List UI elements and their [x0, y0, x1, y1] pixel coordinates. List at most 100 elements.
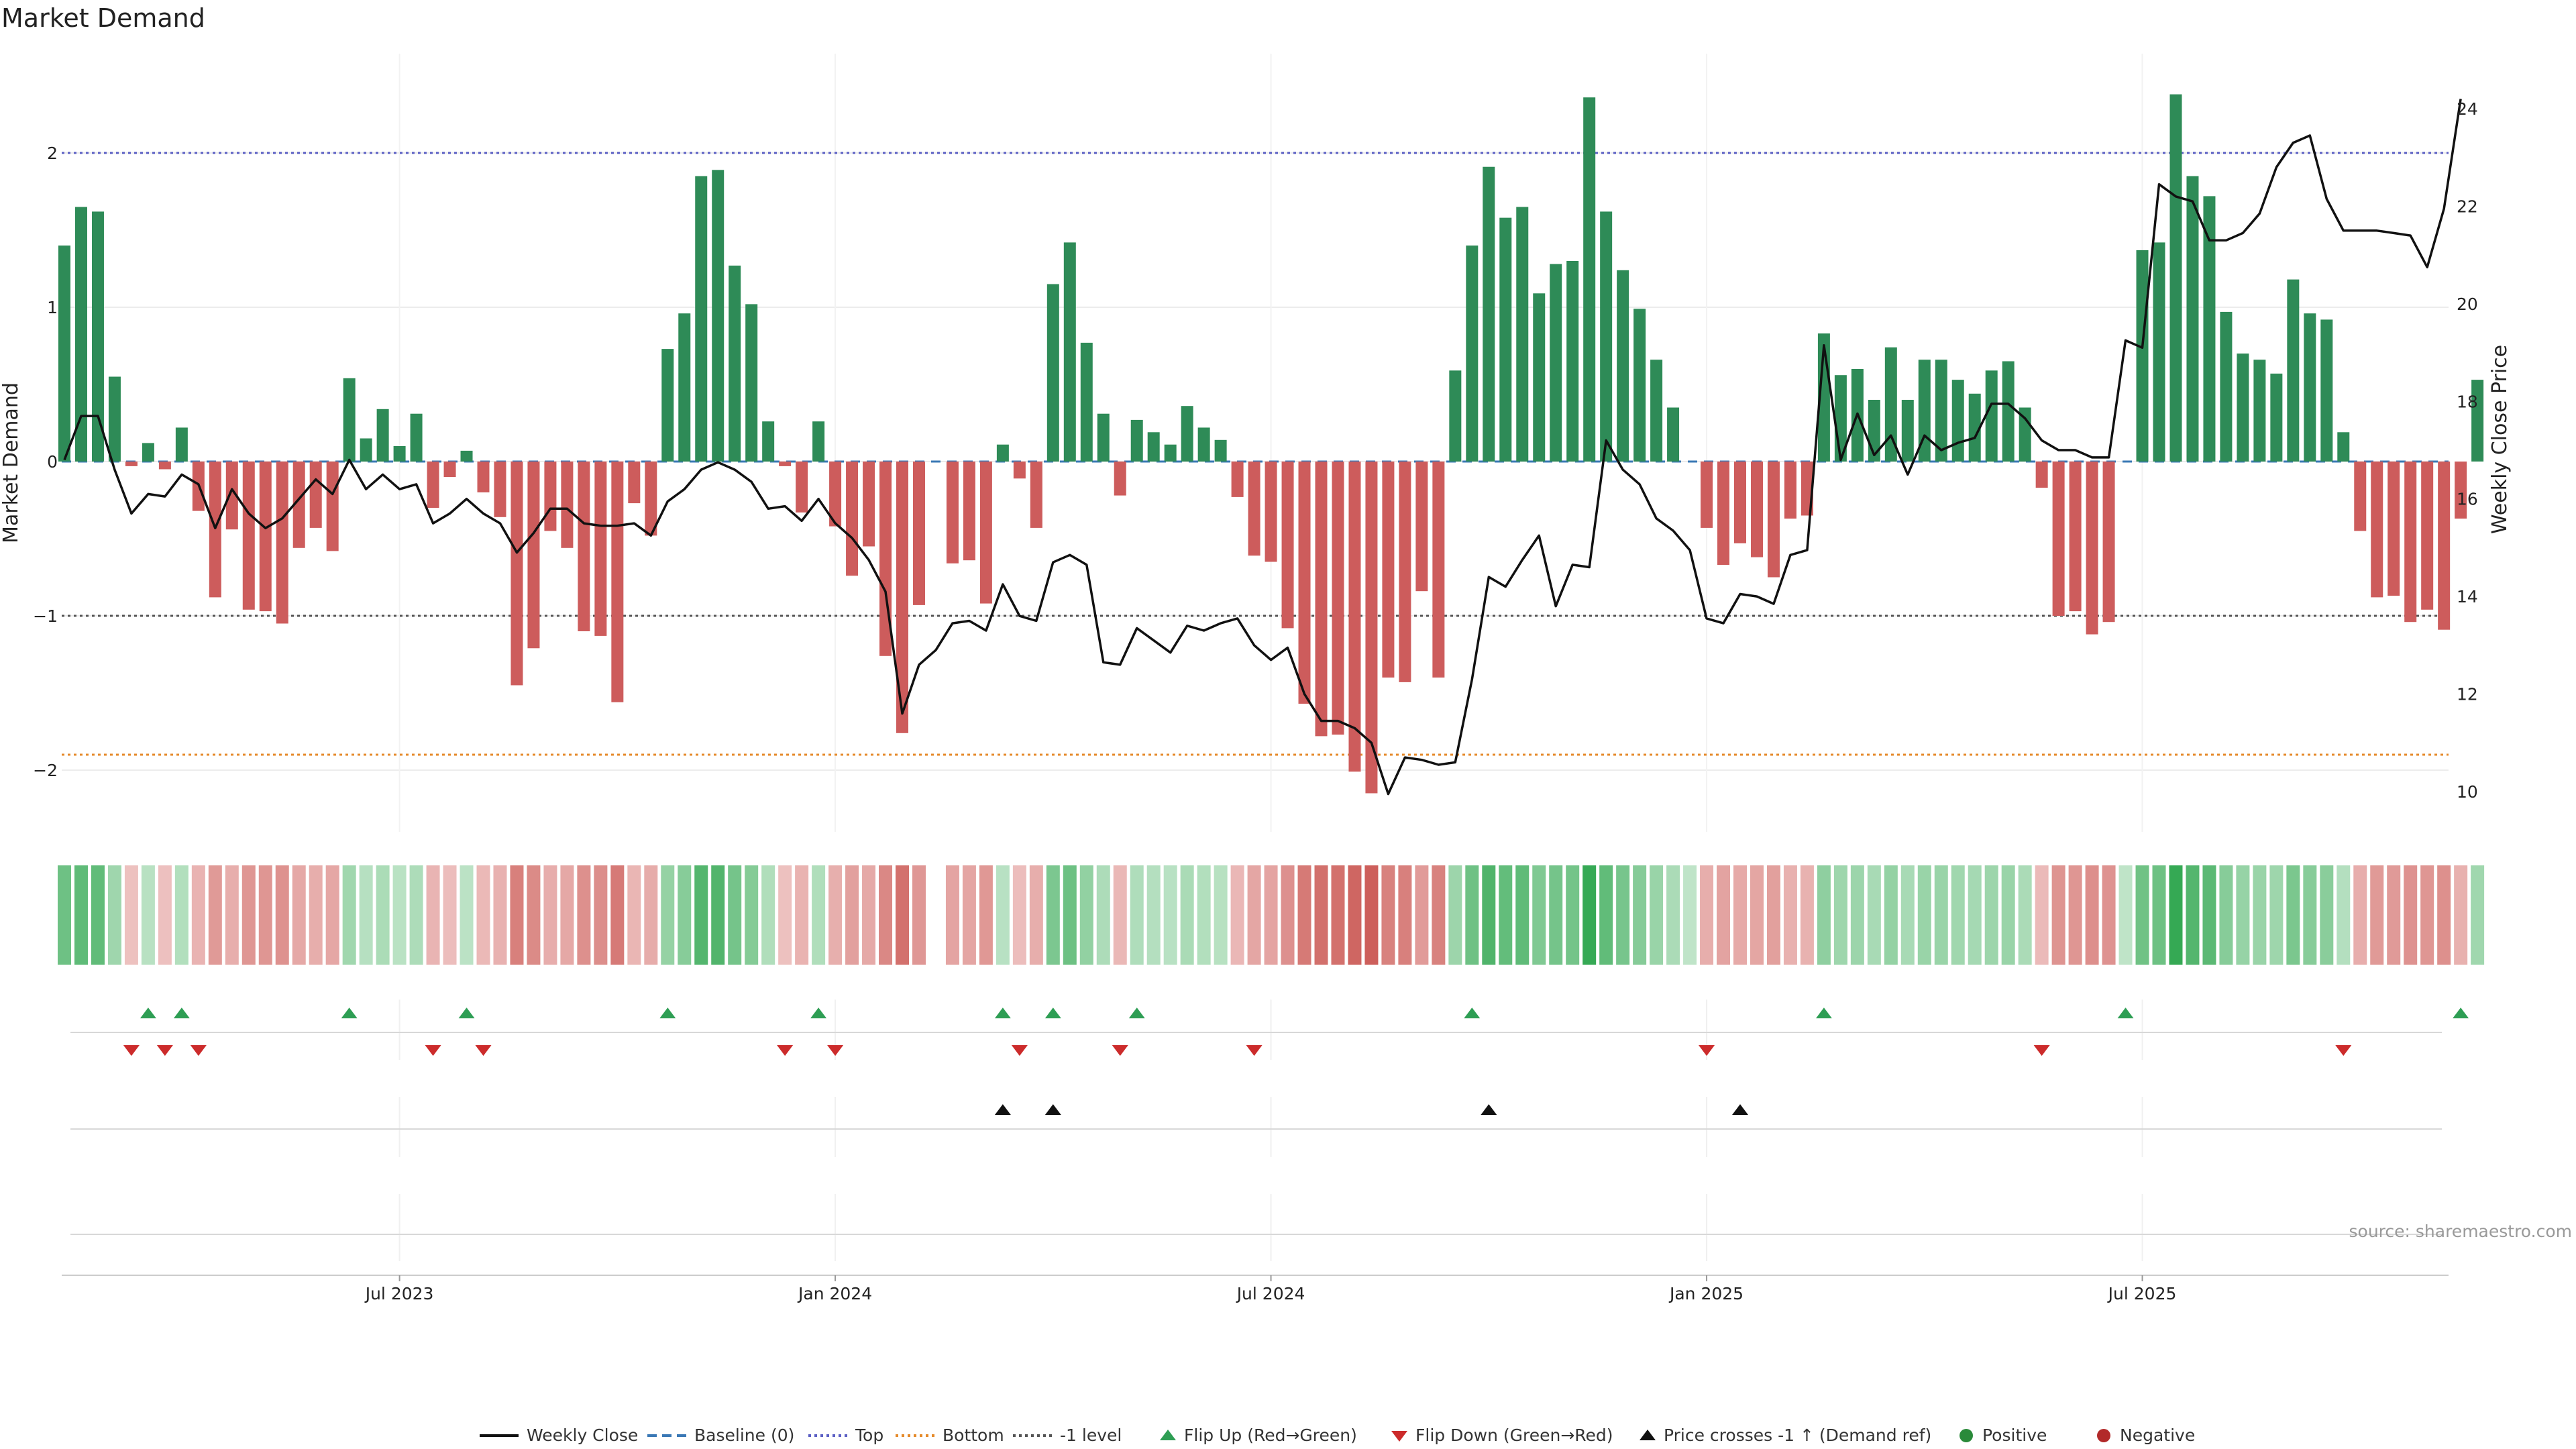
heat-cell: [711, 865, 725, 965]
demand-bar: [1298, 462, 1311, 704]
demand-bar: [443, 462, 456, 477]
heat-cell: [996, 865, 1010, 965]
legend-label: Top: [855, 1426, 883, 1445]
demand-bar: [1566, 261, 1579, 462]
heat-cell: [1616, 865, 1630, 965]
demand-bar: [812, 421, 825, 462]
flip-down-marker: [475, 1045, 492, 1056]
heat-cell: [1197, 865, 1211, 965]
demand-bar: [1600, 211, 1613, 462]
heat-cell: [527, 865, 541, 965]
demand-bar: [1516, 207, 1529, 462]
heat-cell: [979, 865, 993, 965]
demand-bar: [829, 462, 842, 527]
heat-cell: [1029, 865, 1043, 965]
heat-cell: [1850, 865, 1864, 965]
heat-cell: [2068, 865, 2082, 965]
demand-bar: [712, 170, 724, 462]
heat-cell: [1934, 865, 1948, 965]
demand-bar: [594, 462, 607, 636]
demand-bar: [1080, 342, 1093, 462]
heat-cell: [1230, 865, 1244, 965]
heat-cell: [1599, 865, 1613, 965]
legend-item: Price crosses -1 ↑ (Demand ref): [1640, 1426, 1931, 1445]
heat-cell: [1532, 865, 1546, 965]
demand-bar: [1063, 242, 1076, 462]
demand-bar: [1784, 462, 1796, 519]
heat-cell: [678, 865, 692, 965]
flip-up-marker: [1464, 1008, 1481, 1018]
demand-bar: [611, 462, 624, 702]
demand-bar: [1951, 380, 1964, 462]
demand-bar: [1985, 370, 1998, 462]
heat-cell: [1917, 865, 1931, 965]
heat-cell: [2353, 865, 2367, 965]
heat-cell: [828, 865, 843, 965]
demand-bar: [1281, 462, 1294, 629]
flip-up-marker: [1815, 1008, 1832, 1018]
demand-bar: [1415, 462, 1428, 592]
demand-bar: [1717, 462, 1730, 566]
heat-cell: [2370, 865, 2384, 965]
demand-bar: [1650, 360, 1663, 462]
legend-label: Flip Up (Red→Green): [1184, 1426, 1357, 1445]
x-tick-label: Jan 2025: [1668, 1284, 1743, 1303]
flip-up-marker: [994, 1008, 1011, 1018]
demand-bar: [276, 462, 288, 624]
demand-bar: [695, 176, 708, 462]
heat-cell: [275, 865, 289, 965]
heat-cell: [225, 865, 239, 965]
demand-bar: [209, 462, 221, 598]
flip-up-marker: [458, 1008, 475, 1018]
heat-cell: [2236, 865, 2250, 965]
legend-item: Positive: [1960, 1426, 2047, 1445]
heat-cell: [1582, 865, 1597, 965]
demand-bar: [2169, 94, 2182, 462]
demand-bar: [2136, 250, 2149, 462]
heat-cell: [2437, 865, 2451, 965]
x-tick-label: Jul 2024: [1236, 1284, 1305, 1303]
demand-bar: [628, 462, 641, 504]
heat-cell: [1432, 865, 1446, 965]
flip-down-marker: [1112, 1045, 1128, 1056]
heat-cell: [1968, 865, 1982, 965]
demand-bar: [460, 450, 473, 462]
heat-cell: [309, 865, 323, 965]
heat-cell: [1733, 865, 1747, 965]
heat-cell: [1783, 865, 1797, 965]
heat-cell: [1415, 865, 1429, 965]
heat-cell: [174, 865, 189, 965]
demand-bar: [678, 313, 691, 462]
demand-bar: [2337, 432, 2350, 462]
flip-up-marker: [173, 1008, 190, 1018]
demand-bar: [2387, 462, 2400, 596]
heat-cell: [1063, 865, 1077, 965]
heat-cell: [896, 865, 909, 965]
legend-item: Baseline (0): [647, 1426, 794, 1445]
heat-cell: [594, 865, 608, 965]
legend-circle-icon: [1960, 1429, 1973, 1442]
heat-cell: [1398, 865, 1412, 965]
right-tick-label: 14: [2457, 587, 2478, 606]
heat-cell: [1146, 865, 1161, 965]
heat-cell: [1331, 865, 1345, 965]
demand-bar: [1265, 462, 1277, 562]
demand-bar: [2153, 242, 2165, 462]
flip-up-marker: [2117, 1008, 2134, 1018]
source-label: source: sharemaestro.com: [2349, 1222, 2573, 1241]
demand-bar: [1968, 393, 1981, 462]
demand-bar: [74, 207, 87, 462]
price-cross-panel: [70, 1097, 2442, 1157]
demand-bar: [326, 462, 339, 551]
demand-bar: [1499, 217, 1512, 462]
demand-bar: [158, 462, 171, 470]
heat-cell: [644, 865, 658, 965]
heat-cell: [1364, 865, 1379, 965]
demand-bar: [1550, 264, 1562, 462]
heat-cell: [1046, 865, 1060, 965]
demand-bar: [343, 378, 356, 462]
demand-bar: [2455, 462, 2467, 519]
heat-cell: [1130, 865, 1144, 965]
